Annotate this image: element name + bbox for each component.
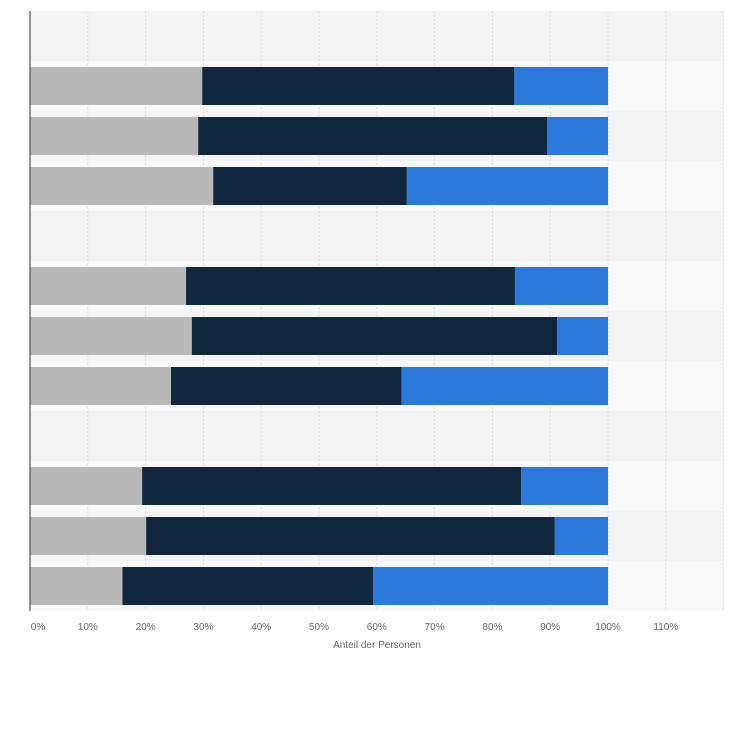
bar-segment-1 [30, 267, 187, 305]
bar-segment-3 [373, 567, 608, 605]
bar-segment-1 [30, 317, 192, 355]
grid-lines [87, 11, 725, 611]
bar-segment-1 [30, 67, 203, 105]
bar-segment-3 [554, 517, 608, 555]
bar-segment-1 [30, 117, 199, 155]
x-tick-label: 10% [78, 622, 98, 633]
x-tick-label: 60% [367, 622, 387, 633]
bar-marks [30, 67, 608, 605]
x-tick-label: 50% [309, 622, 329, 633]
bar-segment-2 [191, 317, 558, 355]
x-tick-label: 90% [540, 622, 560, 633]
x-tick-label: 80% [482, 622, 502, 633]
bar-segment-2 [122, 567, 374, 605]
x-tick-label: 30% [193, 622, 213, 633]
bar-segment-3 [401, 367, 608, 405]
bar-segment-2 [202, 67, 515, 105]
bar-segment-2 [171, 367, 402, 405]
x-tick-label: 0% [31, 622, 46, 633]
bar-segment-2 [146, 517, 555, 555]
bar-segment-3 [406, 167, 608, 205]
bar-segment-3 [514, 267, 608, 305]
bar-segment-1 [30, 567, 123, 605]
x-tick-label: 40% [251, 622, 271, 633]
bar-segment-3 [557, 317, 608, 355]
bar-segment-2 [186, 267, 515, 305]
axis-labels: 0% 10% 20% 30% 40% 50% 60% 70% 80% 90% 100% 110% Ant… [31, 622, 679, 651]
x-tick-label: 20% [136, 622, 156, 633]
x-tick-label: 100% [595, 622, 621, 633]
bar-segment-1 [30, 367, 172, 405]
bar-segment-2 [213, 167, 407, 205]
bar-segment-2 [198, 117, 548, 155]
bar-segment-3 [547, 117, 608, 155]
bar-segment-1 [30, 467, 143, 505]
bar-segment-2 [142, 467, 522, 505]
x-tick-label: 110% [653, 622, 678, 633]
bar-segment-3 [514, 67, 608, 105]
x-axis-title: Anteil der Personen [333, 640, 421, 651]
bar-segment-1 [30, 167, 214, 205]
bar-segment-1 [30, 517, 147, 555]
x-tick-label: 70% [425, 622, 445, 633]
bar-segment-3 [521, 467, 608, 505]
